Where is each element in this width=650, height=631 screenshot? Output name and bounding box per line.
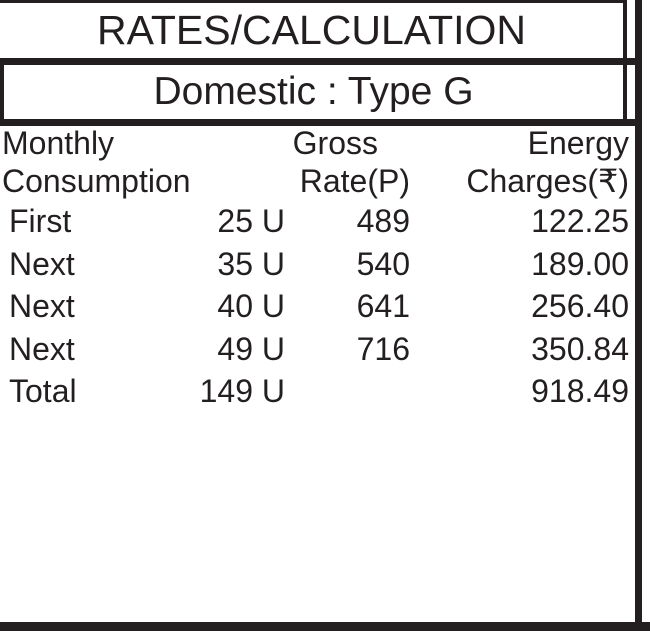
row-rate: 540 <box>356 245 410 282</box>
table-body: First 25 U 489 122.25 Next 35 U 540 189.… <box>0 200 633 413</box>
row-units: 49 U <box>217 330 285 367</box>
row-rate: 489 <box>356 203 410 239</box>
section-title-box: RATES/CALCULATION <box>0 0 627 58</box>
header-rate-line2: Rate(P) <box>299 163 410 199</box>
row-units: 35 U <box>217 245 285 282</box>
row-charges: 350.84 <box>531 330 629 367</box>
row-label: Next <box>9 245 75 282</box>
row-rate <box>285 370 410 413</box>
row-units: 149 U <box>199 373 285 410</box>
row-charges: 122.25 <box>531 203 629 239</box>
subtitle-divider <box>0 119 635 126</box>
table-row: Next 49 U 716 350.84 <box>0 328 633 371</box>
outer-right-border <box>635 0 642 631</box>
row-label: First <box>9 203 72 239</box>
row-rate: 641 <box>356 288 410 325</box>
row-label: Next <box>9 288 75 325</box>
row-charges: 189.00 <box>531 245 629 282</box>
row-rate: 716 <box>356 330 410 367</box>
tariff-type-box: Domestic : Type G <box>0 65 627 119</box>
section-title: RATES/CALCULATION <box>96 7 527 53</box>
outer-bottom-border <box>0 622 650 631</box>
header-charges-line2: Charges(₹) <box>466 163 629 199</box>
rates-table: Monthly Gross Energy Consumption Rate(P)… <box>0 124 633 413</box>
header-charges-line1: Energy <box>527 125 629 161</box>
header-rate-line1: Gross <box>292 125 378 161</box>
table-row: Next 35 U 540 189.00 <box>0 243 633 286</box>
tariff-type-label: Domestic : Type G <box>153 70 474 113</box>
row-units: 25 U <box>217 203 285 239</box>
header-consumption-line1: Monthly <box>2 125 115 161</box>
table-row: Next 40 U 641 256.40 <box>0 285 633 328</box>
table-row: First 25 U 489 122.25 <box>0 200 633 243</box>
table-header: Monthly Gross Energy Consumption Rate(P)… <box>0 124 633 200</box>
header-consumption-line2: Consumption <box>2 163 191 199</box>
row-label: Total <box>9 373 77 410</box>
title-divider <box>0 58 635 65</box>
row-units: 40 U <box>217 288 285 325</box>
table-row-total: Total 149 U 918.49 <box>0 370 633 413</box>
row-label: Next <box>9 330 75 367</box>
row-charges: 256.40 <box>531 288 629 325</box>
row-charges: 918.49 <box>531 373 629 410</box>
